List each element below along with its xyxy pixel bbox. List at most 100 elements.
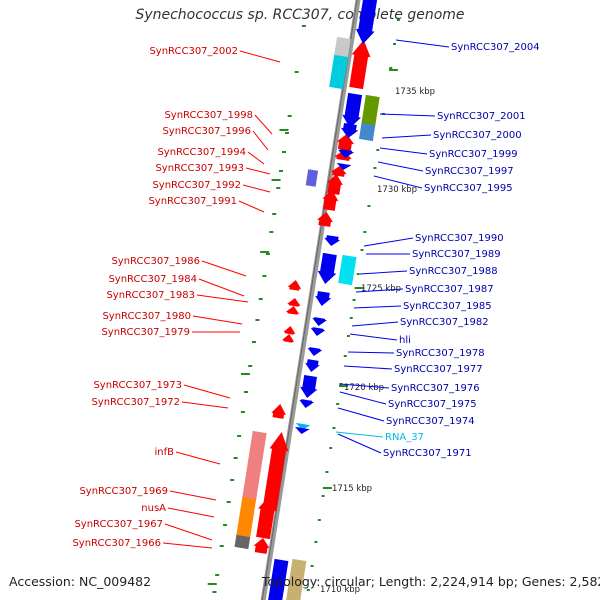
gene-label: nusA (141, 503, 166, 514)
gene-label: hli (399, 335, 411, 346)
gene-label: SynRCC307_1986 (111, 256, 200, 267)
gene-label: SynRCC307_2001 (437, 111, 526, 122)
label-leader (353, 305, 402, 309)
gene-label: SynRCC307_1987 (405, 284, 494, 295)
gene-block-dark (234, 534, 251, 550)
gene-1998 (336, 134, 355, 151)
gene-label: SynRCC307_1967 (74, 519, 163, 530)
gene-1973 (271, 404, 286, 419)
gene-label: SynRCC307_1992 (152, 180, 241, 191)
accession-text: Accession: NC_009482 (9, 574, 152, 589)
gene-label: SynRCC307_1995 (424, 183, 513, 194)
label-leader (335, 431, 384, 438)
gene-1987 (312, 317, 327, 326)
gene-1997 (336, 162, 352, 170)
gene-label: SynRCC307_1974 (386, 416, 475, 427)
gene-label: SynRCC307_1966 (72, 538, 161, 549)
label-leader (377, 161, 424, 172)
gene-1979 (282, 334, 295, 343)
gene-label: SynRCC307_1978 (396, 348, 485, 359)
gene-label: RNA_37 (385, 432, 424, 443)
backbone-axis (260, 0, 361, 600)
label-leader (175, 451, 221, 465)
gene-1966 (253, 538, 270, 554)
gene-label: SynRCC307_1991 (148, 196, 237, 207)
label-leader (339, 383, 390, 389)
gene-label: SynRCC307_2004 (451, 42, 540, 53)
label-leader (183, 384, 231, 399)
gene-label: SynRCC307_1998 (164, 110, 253, 121)
gene-label: SynRCC307_1977 (394, 364, 483, 375)
label-leader (363, 237, 414, 247)
gene-label: SynRCC307_1980 (102, 311, 191, 322)
gene-1971 (295, 426, 310, 434)
gene-block-blue-bottom (268, 558, 289, 600)
gene-1986 (287, 280, 302, 291)
gene-label: SynRCC307_1993 (155, 163, 244, 174)
label-leader (245, 167, 271, 175)
gene-label: SynRCC307_1983 (106, 290, 195, 301)
label-leader (379, 113, 436, 117)
label-leader (349, 333, 398, 341)
gene-label: SynRCC307_1990 (415, 233, 504, 244)
label-leader (192, 315, 243, 325)
gene-label: SynRCC307_1996 (162, 126, 251, 137)
gene-label: SynRCC307_1984 (108, 274, 197, 285)
gene-block-nusA (236, 496, 257, 540)
gene-1978 (300, 375, 318, 398)
gene-label: SynRCC307_1971 (383, 448, 472, 459)
label-leader (339, 391, 387, 405)
label-leader (239, 50, 281, 63)
gene-block-khaki (286, 558, 307, 600)
label-leader (254, 114, 273, 135)
gene-label: SynRCC307_1999 (429, 149, 518, 160)
gene-2000 (340, 123, 359, 138)
label-leader (381, 134, 432, 139)
gene-1985 (310, 327, 326, 336)
gene-block-cyan (329, 54, 349, 90)
kbp-label: 1735 kbp (395, 87, 435, 97)
label-leader (351, 321, 399, 327)
gene-1994 (330, 166, 347, 177)
label-leader (359, 270, 408, 275)
gene-label: SynRCC307_1988 (409, 266, 498, 277)
gene-block-olive (361, 94, 380, 128)
label-leader (355, 288, 404, 293)
gene-label: SynRCC307_1979 (101, 327, 190, 338)
gene-1980 (283, 326, 296, 335)
gene-label: SynRCC307_1976 (391, 383, 480, 394)
gene-2002 (349, 40, 371, 90)
kbp-label: 1720 kbp (344, 383, 384, 393)
gene-label: SynRCC307_1985 (403, 301, 492, 312)
topology-text: Topology: circular; Length: 2,224,914 bp… (262, 574, 600, 589)
gene-label: SynRCC307_1975 (388, 399, 477, 410)
label-leader (238, 200, 265, 213)
gene-infB (262, 432, 289, 512)
label-leader (242, 184, 271, 193)
gene-1992 (322, 190, 339, 211)
label-leader (196, 294, 249, 303)
kbp-label: 1710 kbp (320, 585, 360, 595)
kbp-label: 1730 kbp (377, 185, 417, 195)
gene-1999 (338, 149, 355, 158)
label-leader (337, 433, 382, 454)
label-leader (198, 278, 245, 297)
gene-label: SynRCC307_2000 (433, 130, 522, 141)
gene-block-grey (333, 36, 351, 60)
gene-label: SynRCC307_2002 (149, 46, 238, 57)
gene-RNA_37 (295, 422, 311, 430)
gene-block-cyan2 (338, 254, 357, 286)
gene-1983 (285, 306, 300, 315)
gene-label: SynRCC307_1969 (79, 486, 168, 497)
gene-2001 (342, 92, 363, 128)
label-leader (252, 130, 269, 151)
label-leader (395, 39, 450, 48)
gene-nusA (256, 496, 277, 540)
gene-label: SynRCC307_1997 (425, 166, 514, 177)
kbp-label: 1725 kbp (361, 284, 401, 294)
gene-2004 (355, 0, 378, 44)
gene-1993 (326, 174, 343, 195)
gene-label: SynRCC307_1972 (91, 397, 180, 408)
